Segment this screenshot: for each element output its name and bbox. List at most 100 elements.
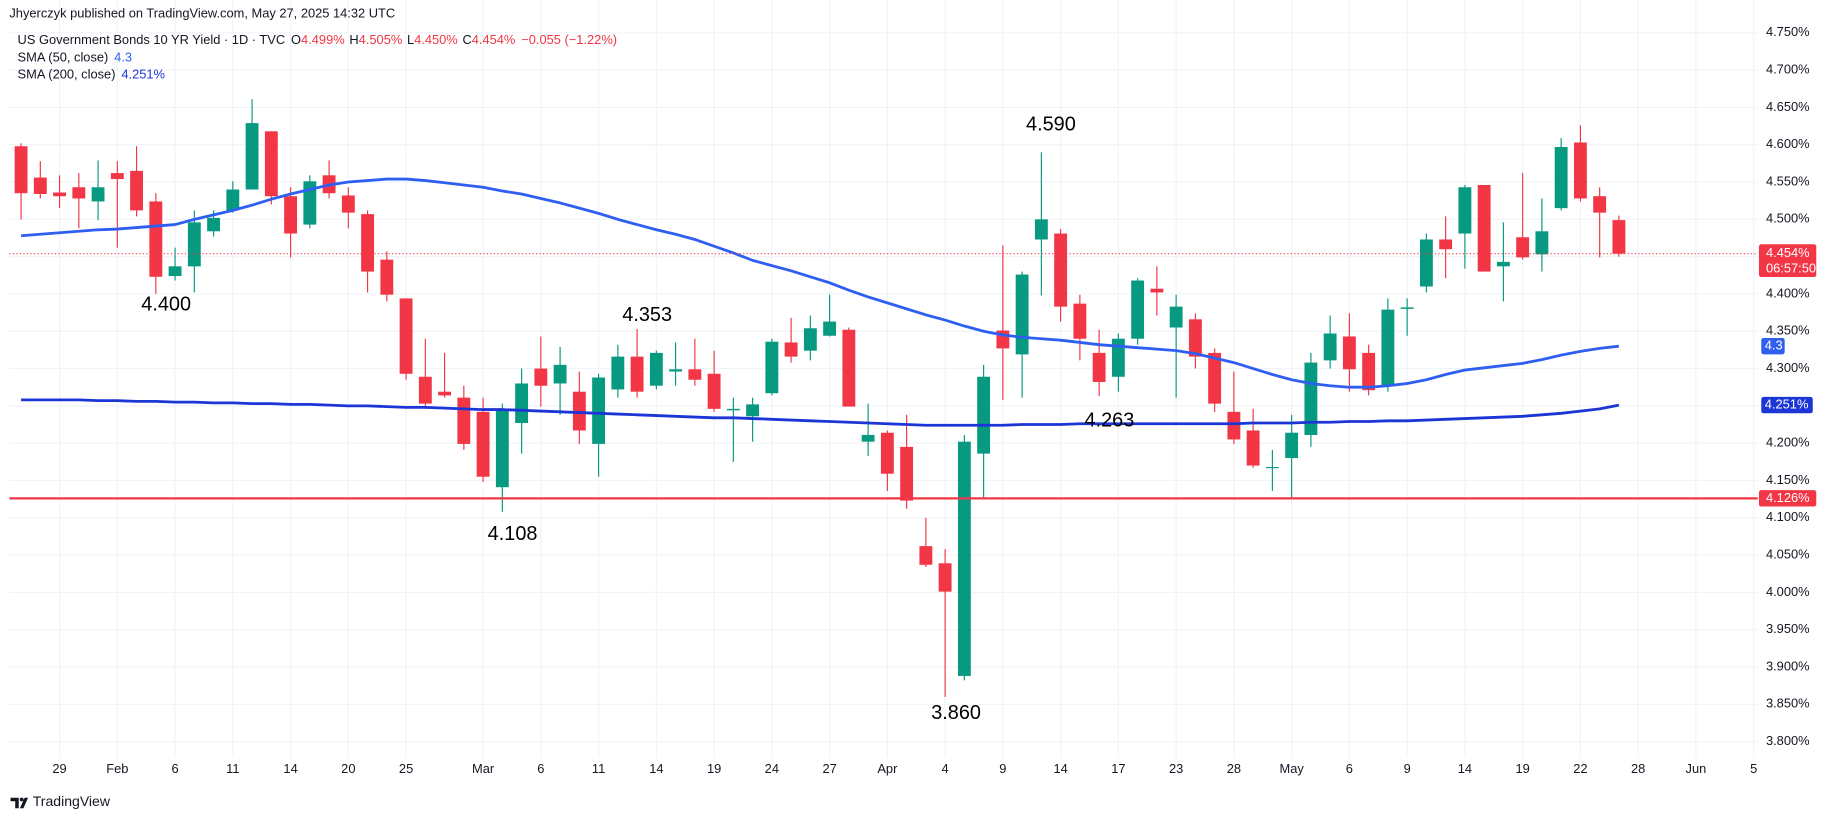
x-tick-label: 17 xyxy=(1111,761,1125,776)
legend-value: 4.251% xyxy=(121,67,165,82)
candle-body xyxy=(341,195,355,213)
candle-body xyxy=(1458,187,1472,234)
candle-body xyxy=(53,192,67,197)
candle-body xyxy=(1612,220,1626,254)
candle-body xyxy=(726,408,740,411)
candle-body xyxy=(438,391,452,396)
candle-body xyxy=(707,373,721,409)
y-tick-label: 3.900% xyxy=(1766,658,1810,673)
candle-body xyxy=(1593,196,1607,213)
candle-body xyxy=(1439,239,1453,250)
y-tick-label: 3.850% xyxy=(1766,696,1810,711)
candle-body xyxy=(168,266,182,277)
candle-body xyxy=(688,369,702,380)
x-tick-label: 6 xyxy=(171,761,178,776)
legend-entry: SMA (50, close) 4.3 xyxy=(18,50,133,65)
x-tick-label: 29 xyxy=(52,761,66,776)
candle-body xyxy=(1188,319,1202,357)
annotation: 4.400 xyxy=(141,294,191,316)
candle-body xyxy=(669,369,683,372)
y-tick-label: 4.350% xyxy=(1766,323,1810,338)
x-tick-label: Jun xyxy=(1686,761,1707,776)
y-tick-label: 3.800% xyxy=(1766,733,1810,748)
x-tick-label: 9 xyxy=(999,761,1006,776)
annotation: 3.860 xyxy=(931,702,981,724)
candle-body xyxy=(245,123,259,190)
x-tick-label: 14 xyxy=(1053,761,1067,776)
brand: TradingView xyxy=(33,793,111,809)
x-tick-label: 6 xyxy=(537,761,544,776)
candle-body xyxy=(784,342,798,357)
annotation: 4.353 xyxy=(622,304,672,326)
sma-line xyxy=(21,398,1620,427)
candle-body xyxy=(1169,306,1183,328)
symbol-line: US Government Bonds 10 YR Yield · 1D · T… xyxy=(18,32,618,47)
hline-badge: 4.126% xyxy=(1766,490,1810,505)
legend-name: SMA (200, close) xyxy=(18,67,116,82)
y-tick-label: 4.550% xyxy=(1766,173,1810,188)
x-tick-label: Mar xyxy=(472,761,495,776)
ohlc-key: O xyxy=(291,32,301,47)
x-tick-label: 14 xyxy=(1458,761,1472,776)
x-tick-label: 9 xyxy=(1404,761,1411,776)
candle-body xyxy=(457,397,471,444)
candle-body xyxy=(1554,146,1568,209)
change: −0.055 (−1.22%) xyxy=(521,32,617,47)
x-tick-label: Apr xyxy=(877,761,898,776)
x-tick-label: 11 xyxy=(592,761,605,776)
candle-body xyxy=(1342,336,1356,370)
candle-body xyxy=(957,441,971,676)
candle-body xyxy=(919,546,933,565)
candle-body xyxy=(1150,288,1164,293)
candle-body xyxy=(1265,467,1279,469)
x-tick-label: 14 xyxy=(649,761,663,776)
symbol: US Government Bonds 10 YR Yield · 1D · T… xyxy=(18,32,286,47)
x-tick-label: May xyxy=(1279,761,1304,776)
candle-body xyxy=(900,446,914,501)
y-tick-label: 4.750% xyxy=(1766,24,1810,39)
y-tick-label: 4.050% xyxy=(1766,546,1810,561)
candle-body xyxy=(861,434,875,442)
candle-body xyxy=(630,356,644,392)
candle-body xyxy=(1419,239,1433,287)
candle-body xyxy=(187,222,201,267)
y-tick-label: 4.600% xyxy=(1766,136,1810,151)
candle-body xyxy=(149,201,163,277)
candle-body xyxy=(1208,352,1222,404)
publisher: Jhyerczyk published on TradingView.com, … xyxy=(9,5,395,20)
x-tick-label: Feb xyxy=(106,761,128,776)
ohlc-key: H xyxy=(349,32,358,47)
x-tick-label: 11 xyxy=(226,761,239,776)
sma-badge-bg xyxy=(1761,396,1813,414)
candle-body xyxy=(1362,352,1376,391)
candle-body xyxy=(226,189,240,211)
candle-body xyxy=(1516,237,1530,258)
price-axis: 3.800% 3.850% 3.900% 3.950% 4.000% 4.050% 4.10… xyxy=(1758,24,1817,748)
candle-body xyxy=(611,356,625,390)
y-tick-label: 4.700% xyxy=(1766,62,1810,77)
candle-body xyxy=(1054,233,1068,307)
x-tick-label: 20 xyxy=(341,761,355,776)
candle-body xyxy=(1285,432,1299,459)
y-tick-label: 4.150% xyxy=(1766,472,1810,487)
candle-body xyxy=(361,214,375,272)
candle-body xyxy=(14,146,28,194)
sma-badge-bg xyxy=(1761,337,1785,355)
candle-body xyxy=(1381,309,1395,386)
candle-body xyxy=(1304,362,1318,435)
candle-body xyxy=(977,376,991,454)
candle-body xyxy=(515,383,529,424)
candle-body xyxy=(1246,430,1260,466)
x-tick-label: 25 xyxy=(399,761,413,776)
candle-body xyxy=(264,131,278,197)
ohlc-value: 4.499% xyxy=(301,32,345,47)
candle-body xyxy=(880,432,894,474)
ohlc-value: 4.454% xyxy=(472,32,516,47)
legend-value: 4.3 xyxy=(114,50,132,65)
candle-body xyxy=(72,187,86,199)
countdown: 06:57:50 xyxy=(1766,260,1816,275)
candle-body xyxy=(1573,142,1587,199)
candle-body xyxy=(842,329,856,407)
candle-body xyxy=(1111,338,1125,377)
